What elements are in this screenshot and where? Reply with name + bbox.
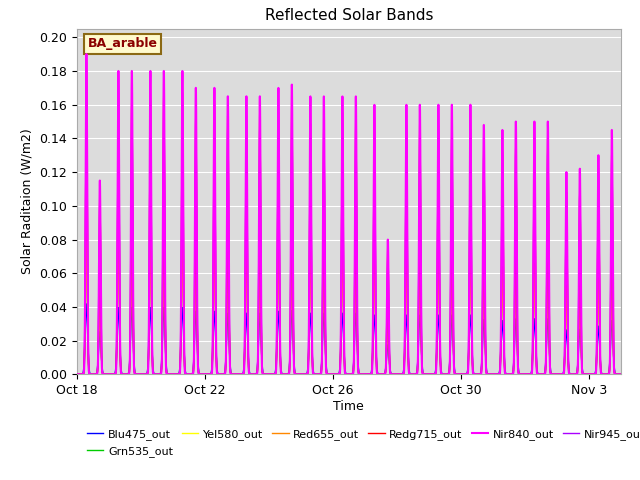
Nir840_out	[617, 372, 625, 377]
Grn535_out	[520, 372, 527, 377]
Redg715_out	[424, 372, 432, 377]
Nir840_out	[73, 372, 81, 377]
Redg715_out	[152, 372, 160, 377]
Blu475_out	[197, 372, 205, 377]
Yel580_out	[197, 372, 205, 377]
Redg715_out	[528, 371, 536, 376]
Blu475_out	[127, 340, 134, 346]
Line: Redg715_out: Redg715_out	[77, 78, 621, 374]
Grn535_out	[617, 372, 625, 377]
Nir840_out	[528, 371, 536, 376]
Nir840_out	[152, 372, 160, 377]
Nir945_out	[617, 372, 625, 377]
Redg715_out	[520, 372, 527, 377]
Yel580_out	[73, 372, 81, 377]
Grn535_out	[424, 372, 432, 377]
Red655_out	[152, 372, 160, 377]
Line: Yel580_out: Yel580_out	[77, 237, 621, 374]
X-axis label: Time: Time	[333, 400, 364, 413]
Redg715_out	[127, 318, 134, 324]
Red655_out	[424, 372, 432, 377]
Blu475_out	[73, 372, 81, 377]
Legend: Blu475_out, Grn535_out, Yel580_out, Red655_out, Redg715_out, Nir840_out, Nir945_: Blu475_out, Grn535_out, Yel580_out, Red6…	[83, 425, 640, 461]
Text: BA_arable: BA_arable	[88, 37, 157, 50]
Red655_out	[197, 372, 205, 377]
Blu475_out	[528, 367, 536, 372]
Grn535_out	[127, 332, 134, 337]
Nir945_out	[197, 372, 205, 377]
Nir840_out	[424, 372, 432, 377]
Blu475_out	[152, 372, 160, 377]
Redg715_out	[73, 372, 81, 377]
Redg715_out	[197, 372, 205, 377]
Redg715_out	[617, 372, 625, 377]
Blu475_out	[617, 372, 625, 377]
Title: Reflected Solar Bands: Reflected Solar Bands	[264, 9, 433, 24]
Nir945_out	[73, 372, 81, 377]
Nir945_out	[83, 83, 90, 89]
Line: Blu475_out: Blu475_out	[77, 304, 621, 374]
Yel580_out	[617, 372, 625, 377]
Grn535_out	[197, 372, 205, 377]
Line: Nir840_out: Nir840_out	[77, 54, 621, 374]
Blu475_out	[424, 372, 432, 377]
Nir840_out	[127, 315, 134, 321]
Grn535_out	[152, 372, 160, 377]
Nir945_out	[520, 372, 527, 377]
Nir840_out	[197, 372, 205, 377]
Red655_out	[83, 230, 90, 236]
Yel580_out	[127, 331, 134, 336]
Red655_out	[520, 372, 527, 377]
Blu475_out	[520, 372, 527, 377]
Yel580_out	[152, 372, 160, 377]
Red655_out	[127, 330, 134, 336]
Redg715_out	[83, 75, 90, 81]
Nir945_out	[424, 372, 432, 377]
Grn535_out	[528, 369, 536, 375]
Nir945_out	[152, 372, 160, 377]
Y-axis label: Solar Raditaion (W/m2): Solar Raditaion (W/m2)	[20, 129, 33, 275]
Nir840_out	[83, 51, 90, 57]
Line: Grn535_out: Grn535_out	[77, 240, 621, 374]
Yel580_out	[424, 372, 432, 377]
Red655_out	[617, 372, 625, 377]
Nir840_out	[520, 372, 527, 377]
Grn535_out	[83, 237, 90, 243]
Line: Nir945_out: Nir945_out	[77, 86, 621, 374]
Yel580_out	[528, 369, 536, 375]
Red655_out	[528, 369, 536, 375]
Red655_out	[73, 372, 81, 377]
Grn535_out	[73, 372, 81, 377]
Blu475_out	[83, 301, 90, 307]
Yel580_out	[83, 234, 90, 240]
Nir945_out	[127, 303, 134, 309]
Nir945_out	[528, 369, 536, 375]
Yel580_out	[520, 372, 527, 377]
Line: Red655_out: Red655_out	[77, 233, 621, 374]
